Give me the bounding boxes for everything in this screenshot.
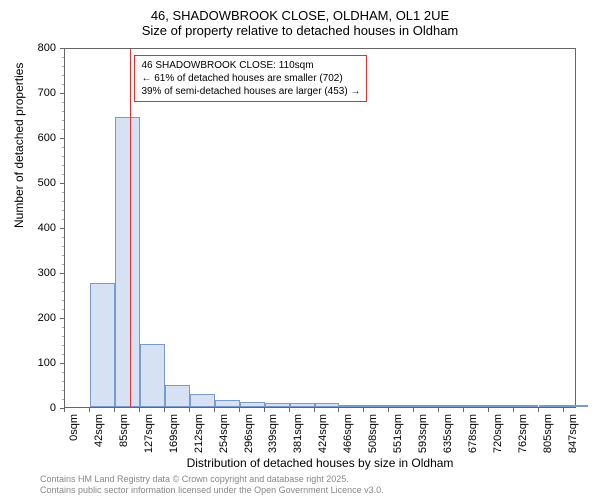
- histogram-bar: [364, 405, 389, 407]
- x-tick-mark: [189, 408, 190, 412]
- histogram-bar: [339, 405, 364, 407]
- x-tick-mark: [264, 408, 265, 412]
- x-tick-label: 296sqm: [243, 414, 255, 453]
- y-axis: 0100200300400500600700800: [0, 48, 64, 408]
- y-tick-label: 300: [38, 267, 56, 279]
- y-tick-label: 800: [38, 42, 56, 54]
- x-tick-mark: [538, 408, 539, 412]
- histogram-bar: [290, 403, 315, 408]
- histogram-bar: [389, 405, 414, 407]
- x-tick-label: 42sqm: [93, 414, 105, 447]
- chart-subtitle: Size of property relative to detached ho…: [0, 23, 600, 38]
- footer-line2: Contains public sector information licen…: [40, 485, 384, 496]
- property-marker-line: [130, 49, 131, 407]
- histogram-bar: [240, 402, 265, 407]
- x-tick-label: 85sqm: [118, 414, 130, 447]
- x-tick-mark: [363, 408, 364, 412]
- y-tick-label: 0: [50, 402, 56, 414]
- histogram-bar: [315, 403, 340, 407]
- x-tick-label: 805sqm: [542, 414, 554, 453]
- histogram-bar: [265, 403, 290, 408]
- x-tick-mark: [488, 408, 489, 412]
- histogram-bar: [563, 405, 588, 407]
- y-tick-label: 200: [38, 312, 56, 324]
- x-tick-mark: [114, 408, 115, 412]
- x-tick-mark: [338, 408, 339, 412]
- x-tick-mark: [214, 408, 215, 412]
- histogram-bar: [414, 405, 439, 407]
- annotation-box: 46 SHADOWBROOK CLOSE: 110sqm ← 61% of de…: [134, 55, 367, 102]
- annotation-line1: 46 SHADOWBROOK CLOSE: 110sqm: [141, 59, 360, 72]
- x-tick-label: 847sqm: [567, 414, 579, 453]
- x-tick-mark: [164, 408, 165, 412]
- x-axis-label: Distribution of detached houses by size …: [64, 456, 576, 470]
- x-tick-label: 720sqm: [492, 414, 504, 453]
- x-tick-label: 254sqm: [218, 414, 230, 453]
- annotation-line3: 39% of semi-detached houses are larger (…: [141, 85, 360, 98]
- histogram-bar: [90, 283, 115, 407]
- x-tick-label: 466sqm: [342, 414, 354, 453]
- x-tick-mark: [438, 408, 439, 412]
- x-tick-mark: [64, 408, 65, 412]
- histogram-bar: [489, 405, 514, 407]
- y-tick-label: 700: [38, 87, 56, 99]
- x-tick-label: 212sqm: [193, 414, 205, 453]
- x-tick-label: 127sqm: [143, 414, 155, 453]
- x-tick-mark: [239, 408, 240, 412]
- y-tick-label: 500: [38, 177, 56, 189]
- x-tick-mark: [89, 408, 90, 412]
- histogram-bar: [464, 405, 489, 407]
- histogram-bar: [439, 405, 464, 407]
- x-tick-label: 678sqm: [467, 414, 479, 453]
- histogram-bar: [190, 394, 215, 408]
- y-tick-label: 600: [38, 132, 56, 144]
- histogram-bar: [115, 117, 140, 407]
- y-tick-label: 400: [38, 222, 56, 234]
- x-tick-label: 551sqm: [392, 414, 404, 453]
- x-tick-label: 508sqm: [367, 414, 379, 453]
- x-tick-mark: [563, 408, 564, 412]
- x-tick-mark: [139, 408, 140, 412]
- footer-line1: Contains HM Land Registry data © Crown c…: [40, 474, 384, 485]
- histogram-bar: [539, 405, 564, 407]
- histogram-bar: [140, 344, 165, 407]
- x-tick-mark: [388, 408, 389, 412]
- x-tick-mark: [413, 408, 414, 412]
- x-tick-label: 424sqm: [318, 414, 330, 453]
- x-tick-label: 762sqm: [517, 414, 529, 453]
- property-size-histogram: 46, SHADOWBROOK CLOSE, OLDHAM, OL1 2UE S…: [0, 0, 600, 500]
- x-tick-label: 593sqm: [417, 414, 429, 453]
- plot-area: 46 SHADOWBROOK CLOSE: 110sqm ← 61% of de…: [64, 48, 576, 408]
- chart-title-block: 46, SHADOWBROOK CLOSE, OLDHAM, OL1 2UE S…: [0, 0, 600, 38]
- histogram-bar: [215, 400, 240, 407]
- x-tick-mark: [463, 408, 464, 412]
- histogram-bar: [513, 405, 538, 407]
- footer-attribution: Contains HM Land Registry data © Crown c…: [40, 474, 384, 496]
- x-tick-label: 339sqm: [268, 414, 280, 453]
- y-tick-label: 100: [38, 357, 56, 369]
- chart-title-address: 46, SHADOWBROOK CLOSE, OLDHAM, OL1 2UE: [0, 8, 600, 23]
- x-tick-label: 381sqm: [293, 414, 305, 453]
- x-tick-mark: [289, 408, 290, 412]
- annotation-line2: ← 61% of detached houses are smaller (70…: [141, 72, 360, 85]
- x-tick-label: 169sqm: [168, 414, 180, 453]
- x-tick-mark: [513, 408, 514, 412]
- x-tick-mark: [314, 408, 315, 412]
- x-tick-label: 0sqm: [68, 414, 80, 441]
- histogram-bar: [165, 385, 190, 408]
- x-tick-label: 635sqm: [442, 414, 454, 453]
